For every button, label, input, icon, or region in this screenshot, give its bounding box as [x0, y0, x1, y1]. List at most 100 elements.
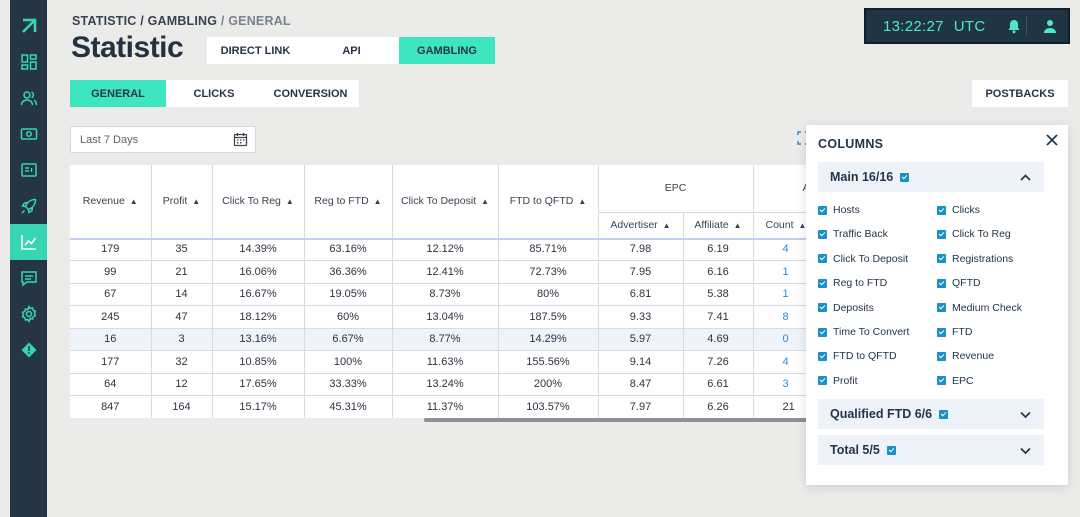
column-checkbox-item[interactable]: Profit	[818, 375, 858, 387]
table-cell[interactable]: 1	[753, 260, 806, 284]
statistic-chart-icon[interactable]	[10, 224, 47, 260]
tab-general[interactable]: GENERAL	[70, 80, 166, 107]
money-icon[interactable]	[10, 116, 47, 152]
column-header-revenue[interactable]: Revenue ▲︎	[70, 165, 152, 239]
column-header-click-to-reg[interactable]: Click To Reg ▲︎	[212, 165, 305, 239]
checkbox[interactable]	[937, 351, 946, 361]
news-icon[interactable]	[10, 152, 47, 188]
column-header-click-to-deposit[interactable]: Click To Deposit ▲︎	[392, 165, 499, 239]
checkbox[interactable]	[937, 278, 946, 288]
group-checkbox[interactable]	[939, 409, 949, 419]
tab-gambling[interactable]: GAMBLING	[399, 37, 495, 64]
column-checkbox-item[interactable]: Clicks	[937, 204, 980, 216]
column-checkbox-item[interactable]: Registrations	[937, 253, 1013, 265]
checkbox[interactable]	[818, 327, 827, 337]
checkbox[interactable]	[937, 229, 946, 239]
breadcrumb-gambling[interactable]: GAMBLING	[147, 14, 218, 28]
checkbox[interactable]	[818, 351, 827, 361]
chevron-down-icon[interactable]	[1019, 444, 1032, 457]
column-header-profit[interactable]: Profit ▲︎	[151, 165, 213, 239]
checkbox[interactable]	[937, 205, 946, 215]
checkbox[interactable]	[818, 205, 827, 215]
column-header-ftd-to-qftd[interactable]: FTD to QFTD ▲︎	[498, 165, 599, 239]
column-checkbox-item[interactable]: Revenue	[937, 350, 994, 362]
column-checkbox-item[interactable]: EPC	[937, 375, 974, 387]
sort-icon[interactable]: ▲︎	[798, 220, 806, 230]
table-cell[interactable]: 21	[753, 395, 806, 418]
column-checkbox-item[interactable]: Deposits	[818, 302, 874, 314]
column-checkbox-item[interactable]: FTD to QFTD	[818, 350, 897, 362]
chevron-up-icon[interactable]	[1019, 171, 1032, 184]
sort-icon[interactable]: ▲︎	[285, 196, 294, 206]
checkbox[interactable]	[937, 327, 946, 337]
checkbox[interactable]	[818, 229, 827, 239]
column-checkbox-item[interactable]: Time To Convert	[818, 326, 909, 338]
column-checkbox-item[interactable]: Click To Reg	[937, 228, 1011, 240]
column-group-total[interactable]: Total 5/5	[818, 435, 1044, 465]
close-icon[interactable]	[1045, 133, 1059, 147]
settings-icon[interactable]	[10, 296, 47, 332]
user-icon[interactable]	[1042, 18, 1058, 34]
table-cell[interactable]: 8	[753, 305, 806, 329]
sort-icon[interactable]: ▲︎	[578, 196, 587, 206]
date-range-select[interactable]: Last 7 Days	[70, 126, 256, 153]
group-checkbox[interactable]	[900, 172, 910, 182]
column-checkbox-item[interactable]: Reg to FTD	[818, 277, 887, 289]
sort-icon[interactable]: ▲︎	[662, 220, 671, 230]
column-checkbox-item[interactable]: Medium Check	[937, 302, 1022, 314]
rocket-icon[interactable]	[10, 188, 47, 224]
alert-icon[interactable]	[10, 332, 47, 368]
table-row[interactable]: 177 32 10.85% 100% 11.63% 155.56% 9.14 7.26 4	[70, 350, 806, 374]
column-header-affiliate[interactable]: Affiliate ▲︎	[683, 212, 754, 239]
table-row[interactable]: 245 47 18.12% 60% 13.04% 187.5% 9.33 7.41 8	[70, 305, 806, 329]
sort-icon[interactable]: ▲︎	[373, 196, 382, 206]
table-row[interactable]: 847 164 15.17% 45.31% 11.37% 103.57% 7.97 6.26 2…	[70, 395, 806, 418]
checkbox[interactable]	[937, 303, 946, 313]
tab-api[interactable]: API	[342, 44, 361, 57]
tab-direct-link[interactable]: DIRECT LINK	[220, 44, 291, 57]
postbacks-button[interactable]: POSTBACKS	[972, 80, 1068, 107]
table-cell[interactable]: 3	[753, 373, 806, 396]
column-checkbox-item[interactable]: Click To Deposit	[818, 253, 908, 265]
message-icon[interactable]	[10, 260, 47, 296]
column-checkbox-item[interactable]: QFTD	[937, 277, 981, 289]
column-group-qualified-ftd[interactable]: Qualified FTD 6/6	[818, 399, 1044, 429]
bell-icon[interactable]	[1006, 18, 1022, 34]
sort-icon[interactable]: ▲︎	[481, 196, 489, 206]
checkbox[interactable]	[937, 376, 946, 386]
tab-conversion[interactable]: CONVERSION	[273, 87, 348, 100]
table-row[interactable]: 179 35 14.39% 63.16% 12.12% 85.71% 7.98 6.19 4	[70, 238, 806, 261]
checkbox[interactable]	[818, 278, 827, 288]
column-header-count[interactable]: Count ▲︎	[753, 212, 806, 239]
table-row[interactable]: 64 12 17.65% 33.33% 13.24% 200% 8.47 6.61 3	[70, 373, 806, 396]
table-cell[interactable]: 0	[753, 328, 806, 351]
dashboard-icon[interactable]	[10, 44, 47, 80]
sort-icon[interactable]: ▲︎	[129, 196, 138, 206]
table-cell[interactable]: 1	[753, 283, 806, 306]
users-icon[interactable]	[10, 80, 47, 116]
table-row[interactable]: 67 14 16.67% 19.05% 8.73% 80% 6.81 5.38 1	[70, 283, 806, 306]
checkbox[interactable]	[818, 254, 827, 264]
sort-icon[interactable]: ▲︎	[192, 196, 201, 206]
chevron-down-icon[interactable]	[1019, 408, 1032, 421]
column-checkbox-item[interactable]: FTD	[937, 326, 972, 338]
horizontal-scrollbar[interactable]	[424, 418, 810, 422]
logo-arrow-icon[interactable]	[10, 8, 47, 44]
checkbox[interactable]	[818, 303, 827, 313]
column-group-main[interactable]: Main 16/16	[818, 162, 1044, 192]
group-checkbox[interactable]	[886, 445, 896, 455]
table-row[interactable]: 16 3 13.16% 6.67% 8.77% 14.29% 5.97 4.69 0	[70, 328, 806, 351]
sort-icon[interactable]: ▲︎	[733, 220, 742, 230]
table-cell[interactable]: 4	[753, 238, 806, 261]
checkbox[interactable]	[818, 376, 827, 386]
column-checkbox-item[interactable]: Traffic Back	[818, 228, 888, 240]
calendar-icon[interactable]	[233, 132, 248, 147]
column-header-advertiser[interactable]: Advertiser ▲︎	[598, 212, 684, 239]
column-checkbox-item[interactable]: Hosts	[818, 204, 860, 216]
table-row[interactable]: 99 21 16.06% 36.36% 12.41% 72.73% 7.95 6.16 1	[70, 260, 806, 284]
column-header-reg-to-ftd[interactable]: Reg to FTD ▲︎	[304, 165, 393, 239]
table-cell[interactable]: 4	[753, 350, 806, 374]
checkbox[interactable]	[937, 254, 946, 264]
breadcrumb-statistic[interactable]: STATISTIC	[72, 14, 137, 28]
tab-clicks[interactable]: CLICKS	[193, 87, 235, 100]
